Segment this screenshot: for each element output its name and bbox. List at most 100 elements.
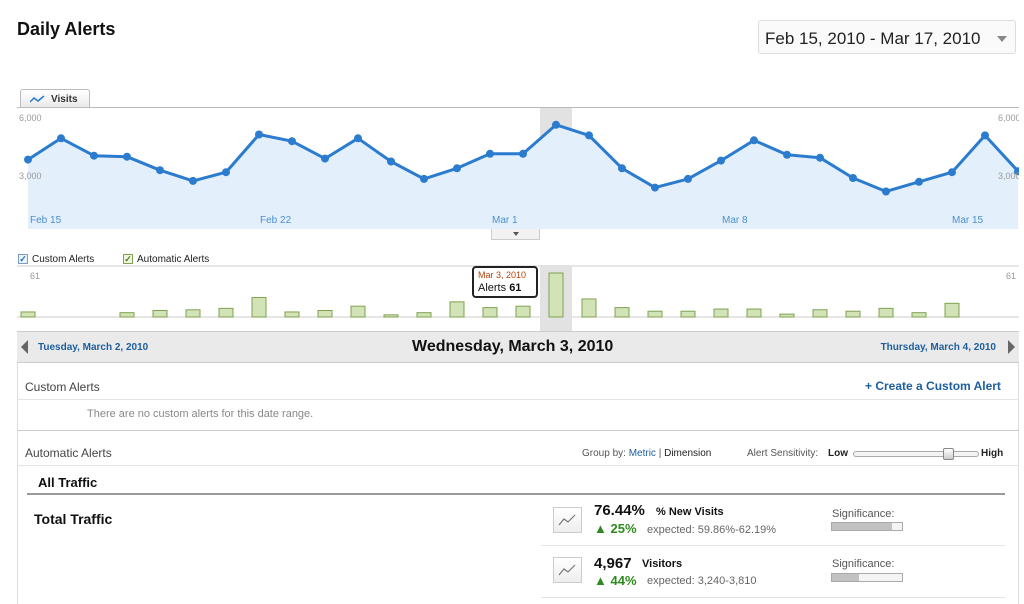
data-point[interactable] xyxy=(321,154,329,163)
alert-bar[interactable] xyxy=(944,302,960,318)
data-point[interactable] xyxy=(387,157,395,166)
alert-bar[interactable] xyxy=(911,312,927,318)
group-by-dimension-link[interactable]: Dimension xyxy=(664,448,712,459)
group-by-control: Group by: Metric | Dimension xyxy=(582,448,711,459)
alert-bar[interactable] xyxy=(20,311,36,318)
metric-expected: expected: 3,240-3,810 xyxy=(647,575,757,587)
chevron-down-icon[interactable] xyxy=(997,36,1007,42)
data-point[interactable] xyxy=(255,130,263,139)
segment-divider xyxy=(27,493,1005,495)
metric-name: Visitors xyxy=(642,558,683,570)
alert-bar[interactable] xyxy=(614,307,630,318)
alert-bar[interactable] xyxy=(152,310,168,318)
page-title: Daily Alerts xyxy=(17,19,116,39)
data-point[interactable] xyxy=(156,166,164,175)
data-point[interactable] xyxy=(849,174,857,182)
alert-bar[interactable] xyxy=(119,312,135,318)
alert-bar[interactable] xyxy=(581,298,597,318)
data-point[interactable] xyxy=(750,136,758,145)
alert-bar[interactable] xyxy=(515,305,531,318)
x-tick-label: Feb 22 xyxy=(260,215,292,226)
custom-alerts-checkbox[interactable]: ✓ xyxy=(18,254,28,264)
date-navigation-bar: Tuesday, March 2, 2010 Wednesday, March … xyxy=(17,331,1019,363)
alert-bar[interactable] xyxy=(845,310,861,318)
automatic-alerts-checkbox[interactable]: ✓ xyxy=(123,254,133,264)
data-point[interactable] xyxy=(981,131,989,140)
data-point[interactable] xyxy=(816,153,824,162)
previous-day-link[interactable]: Tuesday, March 2, 2010 xyxy=(38,342,149,353)
data-point[interactable] xyxy=(915,177,923,186)
data-point[interactable] xyxy=(552,120,560,129)
arrow-left-icon[interactable] xyxy=(21,340,28,354)
group-by-metric-link[interactable]: Metric xyxy=(628,448,656,459)
alert-bar[interactable] xyxy=(251,297,267,318)
data-point[interactable] xyxy=(453,164,461,173)
sparkline-button[interactable] xyxy=(553,507,582,533)
data-point[interactable] xyxy=(783,150,791,159)
data-point[interactable] xyxy=(882,187,890,196)
next-day-link[interactable]: Thursday, March 4, 2010 xyxy=(880,342,996,353)
data-point[interactable] xyxy=(420,174,428,183)
tooltip-value-line: Alerts 61 xyxy=(478,282,521,294)
data-point[interactable] xyxy=(222,168,230,177)
metric-change: ▲ 44% xyxy=(594,573,637,588)
alert-bar[interactable] xyxy=(878,307,894,318)
alert-bar[interactable] xyxy=(449,301,465,318)
alert-bar[interactable] xyxy=(746,308,762,318)
data-point[interactable] xyxy=(585,131,593,140)
alert-bar[interactable] xyxy=(284,311,300,318)
tab-visits[interactable]: Visits xyxy=(20,89,90,108)
data-point[interactable] xyxy=(354,134,362,143)
significance-bar xyxy=(831,522,903,531)
collapse-chart-toggle[interactable] xyxy=(491,229,540,240)
data-point[interactable] xyxy=(717,156,725,165)
data-point[interactable] xyxy=(651,183,659,192)
alert-bar[interactable] xyxy=(713,308,729,318)
alert-bar[interactable] xyxy=(185,309,201,318)
metric-expected: expected: 59.86%-62.19% xyxy=(647,524,777,536)
alert-bar[interactable] xyxy=(218,307,234,318)
sensitivity-slider-handle[interactable] xyxy=(942,448,954,460)
arrow-right-icon[interactable] xyxy=(1008,340,1015,354)
alert-bar[interactable] xyxy=(350,305,366,318)
data-point[interactable] xyxy=(189,176,197,185)
alert-bar[interactable] xyxy=(317,310,333,318)
data-point[interactable] xyxy=(684,174,692,183)
significance-bar xyxy=(831,573,903,582)
tooltip-date: Mar 3, 2010 xyxy=(478,270,527,280)
alerts-bar-chart[interactable]: 61 61 xyxy=(17,265,1019,331)
data-point[interactable] xyxy=(90,151,98,160)
alert-bar[interactable] xyxy=(647,310,663,318)
data-point[interactable] xyxy=(1014,167,1019,176)
alert-bar[interactable] xyxy=(779,313,795,318)
sensitivity-low-label: Low xyxy=(828,448,848,459)
data-point[interactable] xyxy=(288,137,296,146)
alert-bar[interactable] xyxy=(416,312,432,318)
y-tick-label-right: 61 xyxy=(1006,271,1016,281)
x-tick-label: Mar 8 xyxy=(722,215,748,226)
x-tick-label: Mar 15 xyxy=(952,215,984,226)
data-point[interactable] xyxy=(519,149,527,158)
data-point[interactable] xyxy=(57,134,65,143)
x-tick-label: Mar 1 xyxy=(492,215,518,226)
create-custom-alert-link[interactable]: + Create a Custom Alert xyxy=(865,379,1001,393)
visits-line-chart[interactable]: 6,000 3,000 6,000 3,000 Feb 15 Feb 22 Ma… xyxy=(17,108,1019,230)
data-point[interactable] xyxy=(486,149,494,158)
tooltip-label: Alerts xyxy=(478,282,507,294)
data-point[interactable] xyxy=(24,155,32,164)
data-point[interactable] xyxy=(123,152,131,161)
alert-bar[interactable] xyxy=(812,309,828,318)
date-range-picker[interactable]: Feb 15, 2010 - Mar 17, 2010 xyxy=(758,20,1016,54)
alert-bar[interactable] xyxy=(680,310,696,318)
alert-bar[interactable] xyxy=(482,307,498,318)
data-point[interactable] xyxy=(948,168,956,177)
chart-tooltip: Mar 3, 2010 Alerts 61 xyxy=(472,266,538,298)
alert-sensitivity-label: Alert Sensitivity: xyxy=(747,448,819,459)
alert-bar[interactable] xyxy=(548,272,564,318)
tooltip-value: 61 xyxy=(509,282,522,294)
alert-bar[interactable] xyxy=(383,314,399,318)
sensitivity-slider-track[interactable] xyxy=(853,451,979,457)
sparkline-button[interactable] xyxy=(553,557,582,583)
data-point[interactable] xyxy=(618,164,626,173)
alerts-panel xyxy=(17,363,1019,604)
